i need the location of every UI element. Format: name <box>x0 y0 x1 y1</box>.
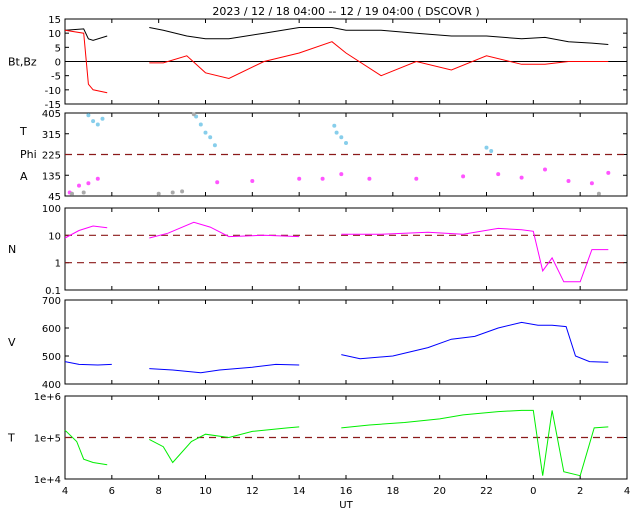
panel-4-frame <box>64 299 628 385</box>
phi-point <box>215 180 220 185</box>
panel-2-ylabel-3: A <box>20 170 28 183</box>
phi-point <box>606 170 611 175</box>
temperature-series-line <box>64 409 609 477</box>
theta-point <box>86 113 91 118</box>
phi-point <box>496 172 501 177</box>
panel-3-ytick-label: 10 <box>48 231 61 242</box>
density-series-line <box>64 221 609 283</box>
angle-gray-point <box>596 191 601 196</box>
panel-4-ytick-label: 400 <box>42 380 61 391</box>
phi-point <box>543 167 547 172</box>
panel-2-ytick-label: 225 <box>42 151 61 162</box>
panel-2-ytick-label: 315 <box>42 130 61 141</box>
theta-point <box>344 141 348 145</box>
x-tick-label: 18 <box>386 486 399 497</box>
x-tick-label: 8 <box>155 486 161 497</box>
chart-title: 2023 / 12 / 18 04:00 -- 12 / 19 04:00 ( … <box>212 5 479 18</box>
x-tick-label: 0 <box>530 486 536 497</box>
theta-point <box>198 122 203 127</box>
x-axis-label: UT <box>339 500 353 511</box>
x-tick-label: 4 <box>62 486 68 497</box>
panel-2-ylabel-2: Phi <box>20 148 37 161</box>
theta-point <box>339 135 344 140</box>
x-tick-label: 14 <box>293 486 306 497</box>
panel-3-ytick-label: 100 <box>42 204 61 215</box>
phi-point <box>339 172 344 177</box>
panel-1-ytick-label: 5 <box>55 43 61 54</box>
x-tick-label: 22 <box>480 486 493 497</box>
theta-point <box>212 143 217 148</box>
panel-4-ytick-label: 700 <box>42 296 61 307</box>
angle-gray-point <box>170 190 175 195</box>
angle-gray-point <box>180 189 185 194</box>
panel-2-ytick-label: 45 <box>48 192 61 203</box>
angle-gray-point <box>156 191 161 196</box>
x-tick-label: 20 <box>433 486 446 497</box>
x-tick-label: 12 <box>246 486 259 497</box>
panel-1-ytick-label: -5 <box>51 72 61 83</box>
bz-series-line <box>64 29 609 94</box>
panel-2-ylabel-1: T <box>19 125 27 138</box>
panel-1-ytick-label: 15 <box>48 15 61 26</box>
phi-point <box>461 174 466 179</box>
phi-point <box>77 183 81 188</box>
theta-point <box>484 145 489 150</box>
panel-2-ytick-label: 405 <box>42 109 61 120</box>
x-tick-label: 2 <box>577 486 583 497</box>
phi-point <box>250 179 255 183</box>
angle-gray-point <box>191 112 196 117</box>
phi-point <box>320 176 325 181</box>
panel-5-ytick-label: 1e+5 <box>34 434 61 445</box>
x-tick-label: 10 <box>199 486 212 497</box>
phi-point <box>367 176 372 181</box>
phi-point <box>86 181 91 186</box>
theta-point <box>100 116 105 121</box>
panel-5-ytick-label: 1e+4 <box>34 475 61 486</box>
panel-5-ylabel: T <box>7 432 15 445</box>
phi-point <box>589 181 594 186</box>
angle-gray-point <box>70 191 74 196</box>
panel-4-ylabel: V <box>8 336 16 349</box>
bt-series-line <box>64 27 609 45</box>
theta-point <box>203 130 208 135</box>
panel-1-ytick-label: 10 <box>48 29 61 40</box>
x-tick-label: 16 <box>340 486 353 497</box>
panel-2-ytick-label: 135 <box>42 171 61 182</box>
panel-1-ylabel: Bt,Bz <box>8 56 37 69</box>
panel-1-ytick-label: -15 <box>45 100 61 111</box>
theta-point <box>334 130 339 135</box>
x-tick-label: 6 <box>109 486 115 497</box>
panel-3-ytick-label: 0.1 <box>45 286 61 297</box>
speed-series-line <box>64 321 609 374</box>
angle-gray-point <box>81 190 86 195</box>
theta-point <box>489 149 494 153</box>
panel-1-ytick-label: 0 <box>55 58 61 69</box>
panel-3-ylabel: N <box>8 243 16 256</box>
panel-3-frame <box>64 207 628 291</box>
phi-point <box>414 176 419 181</box>
theta-point <box>332 123 337 128</box>
panel-1-ytick-label: -10 <box>45 86 61 97</box>
panel-3-ytick-label: 1 <box>55 259 61 270</box>
phi-point <box>566 179 571 183</box>
panel-5-ytick-label: 1e+6 <box>34 392 61 403</box>
phi-point <box>297 176 302 181</box>
phi-point <box>519 175 524 180</box>
phi-point <box>95 176 100 181</box>
panel-4-ytick-label: 500 <box>42 352 61 363</box>
theta-point <box>95 122 100 127</box>
panel-4-ytick-label: 600 <box>42 324 61 335</box>
x-tick-label: 4 <box>624 486 630 497</box>
theta-point <box>91 119 96 124</box>
theta-point <box>208 135 213 140</box>
